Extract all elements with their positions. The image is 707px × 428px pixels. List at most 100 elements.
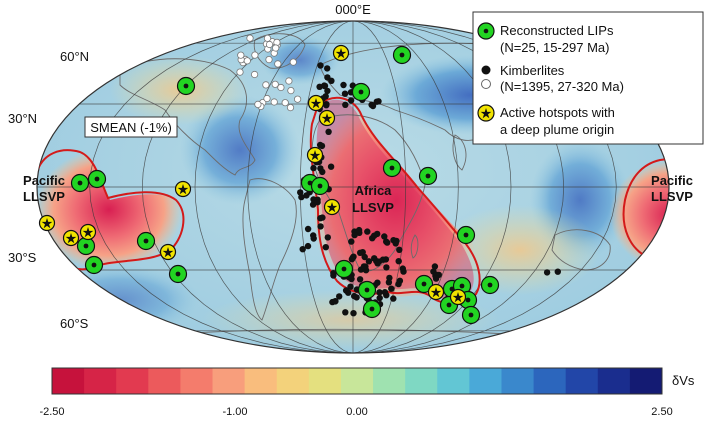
kimberlite-point: [386, 274, 393, 282]
lip-marker: [382, 158, 402, 178]
kimberlite-point: [543, 269, 551, 276]
kimberlite-point: [376, 289, 383, 296]
kimberlite-point: [317, 223, 324, 230]
kimberlite-point: [270, 98, 278, 106]
colorbar-swatch: [629, 368, 663, 394]
region-label-line1: Pacific: [651, 173, 693, 188]
kimberlite-point: [357, 249, 364, 256]
legend-kimberlite-line1: Kimberlites: [500, 63, 565, 78]
kimberlite-point: [254, 100, 262, 109]
kimberlite-point: [236, 68, 244, 76]
legend-kimberlite-line2: (N=1395, 27-320 Ma): [500, 79, 624, 94]
kimberlite-point: [325, 128, 332, 135]
lip-marker: [480, 275, 500, 295]
legend-lip-symbol: [477, 22, 495, 40]
kimberlite-point: [431, 263, 439, 270]
kimberlite-point: [375, 98, 382, 105]
kimberlite-point: [395, 258, 402, 265]
svg-text:★: ★: [453, 291, 464, 305]
kimberlite-point: [263, 94, 271, 103]
svg-text:★: ★: [66, 232, 77, 246]
kimberlite-point: [324, 65, 331, 72]
colorbar-swatch: [180, 368, 214, 394]
colorbar-swatch: [533, 368, 567, 394]
kimberlite-point: [321, 82, 328, 90]
lip-marker: [310, 176, 330, 196]
lip-marker: [87, 169, 107, 189]
hotspot-marker: ★: [427, 283, 445, 301]
region-label-line2: LLSVP: [651, 189, 693, 204]
colorbar-swatch: [405, 368, 438, 394]
kimberlite-point: [376, 294, 383, 302]
contour-label-box: SMEAN (-1%): [84, 116, 178, 138]
hotspot-marker: ★: [318, 109, 336, 127]
globe-outline: [36, 20, 670, 354]
kimberlite-point: [328, 77, 335, 85]
svg-text:★: ★: [163, 246, 174, 260]
lip-marker: [70, 173, 90, 193]
parallel-label-60n: 60°N: [60, 49, 89, 64]
colorbar-frame: [51, 367, 663, 395]
meridian-label: 000°E: [335, 2, 371, 17]
svg-text:★: ★: [431, 286, 442, 300]
colorbar-swatch: [212, 368, 246, 394]
kimberlite-point: [399, 265, 406, 272]
kimberlite-point: [287, 87, 295, 95]
kimberlite-point: [381, 233, 388, 240]
lip-markers: [70, 45, 500, 325]
kimberlite-point: [303, 192, 310, 199]
lip-marker: [392, 45, 412, 65]
kimberlite-point: [360, 263, 368, 270]
kimberlite-point: [289, 58, 297, 66]
kimberlite-point: [369, 102, 377, 110]
kimberlite-point: [251, 51, 259, 59]
region-label-africa: Africa LLSVP: [352, 183, 394, 215]
kimberlite-point: [351, 231, 358, 239]
colorbar-swatch: [437, 368, 470, 394]
kimberlite-point: [304, 225, 312, 233]
kimberlite-point: [390, 295, 397, 302]
kimberlite-point: [243, 57, 251, 65]
colorbar-swatch: [565, 368, 599, 394]
kimberlite-point: [285, 77, 293, 85]
kimberlite-point: [319, 214, 326, 221]
region-label-line1: Africa: [355, 183, 393, 198]
hotspot-marker: ★: [323, 198, 341, 216]
lip-marker: [136, 231, 156, 251]
kimberlite-point: [356, 276, 364, 283]
kimberlite-point: [317, 62, 324, 69]
kimberlite-point: [348, 256, 356, 263]
colorbar-swatch: [308, 368, 342, 394]
lip-marker: [76, 236, 96, 256]
lip-marker: [456, 225, 476, 245]
legend-hotspot-line1: Active hotspots with: [500, 105, 615, 120]
kimberlite-point: [345, 289, 352, 296]
kimberlite-point: [237, 51, 245, 59]
kimberlite-point: [341, 90, 349, 97]
kimberlite-point: [374, 279, 381, 286]
hotspot-marker: ★: [306, 146, 324, 164]
lip-marker: [334, 259, 354, 279]
lip-marker: [418, 166, 438, 186]
legend-lip-line1: Reconstructed LIPs: [500, 23, 614, 38]
kimberlite-point: [251, 70, 259, 79]
kimberlite-point: [432, 275, 440, 282]
kimberlite-point: [286, 104, 295, 112]
hotspot-marker: ★: [332, 44, 350, 62]
kimberlite-point: [272, 44, 280, 52]
hotspot-marker: ★: [38, 214, 56, 232]
legend-kimberlite-black-symbol: [481, 65, 491, 75]
parallel-label-60s: 60°S: [60, 316, 89, 331]
svg-text:★: ★: [481, 107, 492, 121]
legend-hotspot-line2: a deep plume origin: [500, 122, 614, 137]
kimberlite-point: [277, 83, 285, 92]
colorbar-swatch: [52, 368, 85, 394]
lip-marker: [168, 264, 188, 284]
kimberlite-point: [262, 81, 270, 89]
kimberlite-point: [392, 240, 399, 247]
parallel-label-30s: 30°S: [8, 250, 37, 265]
kimberlite-point: [342, 309, 349, 316]
kimberlite-point: [314, 199, 321, 206]
